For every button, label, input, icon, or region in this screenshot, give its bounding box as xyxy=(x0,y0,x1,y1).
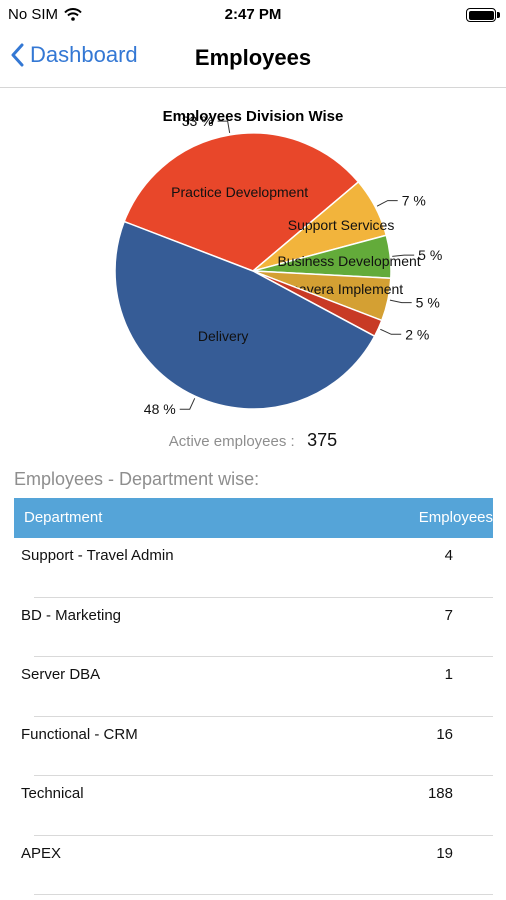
table-row[interactable]: Support - Travel Admin 4 xyxy=(21,538,493,598)
slice-percent: 5 % xyxy=(416,295,440,311)
carrier-label: No SIM xyxy=(8,6,59,23)
row-employees: 19 xyxy=(436,844,453,862)
back-label[interactable]: Dashboard xyxy=(30,42,138,67)
chart-title: Employees Division Wise xyxy=(163,108,344,125)
slice-label: Business Development xyxy=(277,253,420,269)
back-button[interactable]: Dashboard xyxy=(10,42,138,68)
pie-chart-svg: Practice Development 33 % Support Services… xyxy=(114,108,442,415)
status-bar: No SIM 2:47 PM xyxy=(0,0,506,30)
leader-line xyxy=(389,299,412,304)
header-employees: Employees xyxy=(418,509,493,526)
pie-slice[interactable] xyxy=(123,132,360,272)
carrier: No SIM xyxy=(8,6,82,23)
section-title: Employees - Department wise: xyxy=(14,469,260,489)
table-row[interactable]: Technical 188 xyxy=(21,776,493,836)
row-employees: 188 xyxy=(427,785,453,802)
row-department: Functional - CRM xyxy=(21,725,138,743)
wifi-icon xyxy=(64,8,82,21)
row-department: Server DBA xyxy=(21,666,101,683)
row-department: BD - Marketing xyxy=(21,606,122,624)
slice-label: Delivery xyxy=(198,328,249,344)
leader-line xyxy=(217,120,231,134)
slice-label: Support Services xyxy=(288,217,395,233)
division-pie-chart: Practice Development 33 % Support Services… xyxy=(0,95,506,415)
leader-line xyxy=(179,398,196,410)
row-employees: 16 xyxy=(436,725,453,743)
department-table: Department Employees Support - Travel Ad… xyxy=(14,498,493,895)
slice-percent: 5 % xyxy=(418,247,442,263)
slice-label: Practice Development xyxy=(171,184,308,200)
row-department: APEX xyxy=(21,844,62,862)
leader-line xyxy=(376,200,398,207)
row-employees: 7 xyxy=(444,606,453,624)
nav-bar: Dashboard Employees xyxy=(0,30,506,88)
table-row[interactable]: Functional - CRM 16 xyxy=(21,717,493,776)
pie-slice[interactable] xyxy=(114,220,376,410)
row-department: Support - Travel Admin xyxy=(21,547,174,564)
page-title: Employees xyxy=(194,45,312,70)
active-employees-label: Active employees : xyxy=(168,433,295,450)
row-employees: 4 xyxy=(444,547,453,564)
chevron-left-icon xyxy=(11,43,24,67)
leader-line xyxy=(392,254,415,257)
table-header: Department Employees xyxy=(14,498,493,538)
battery-icon xyxy=(466,8,500,22)
table-row[interactable]: APEX 19 xyxy=(21,836,493,895)
active-employees: Active employees : 375 xyxy=(0,430,506,451)
slice-percent: 33 % xyxy=(182,113,214,129)
table-row[interactable]: BD - Marketing 7 xyxy=(21,598,493,657)
row-employees: 1 xyxy=(444,666,453,683)
row-department: Technical xyxy=(21,785,84,802)
leader-line xyxy=(380,328,402,335)
header-department: Department xyxy=(24,509,103,526)
slice-percent: 2 % xyxy=(405,326,429,342)
slice-percent: 7 % xyxy=(402,193,426,209)
active-employees-count: 375 xyxy=(307,430,338,450)
table-row[interactable]: Server DBA 1 xyxy=(21,657,493,717)
status-time: 2:47 PM xyxy=(224,6,282,23)
slice-percent: 48 % xyxy=(144,401,176,415)
